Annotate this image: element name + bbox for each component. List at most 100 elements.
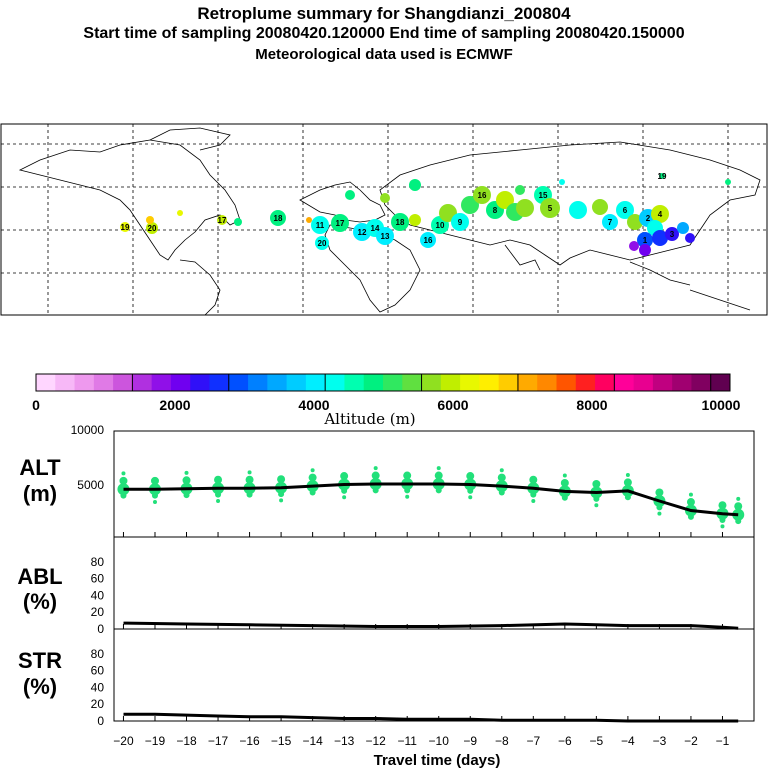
colorbar-swatch xyxy=(190,374,210,391)
x-axis: −20 −19 −18 −17 −16 −15 −14 −13 −12 −11 −10 −9 −8 −7 −… xyxy=(113,532,730,748)
x-tick-label: −17 xyxy=(208,734,229,748)
alt-dot xyxy=(308,473,317,482)
x-tick-label: −7 xyxy=(526,734,540,748)
world-map xyxy=(0,123,768,316)
alt-dot xyxy=(373,466,378,471)
alt-dot xyxy=(497,473,506,482)
colorbar-swatch xyxy=(344,374,365,391)
colorbar-swatch xyxy=(402,374,423,391)
alt-dot xyxy=(310,468,315,473)
colorbar-swatch xyxy=(614,374,635,391)
colorbar-tick: 4000 xyxy=(298,397,329,413)
x-tick-label: −11 xyxy=(397,734,417,748)
alt-dot xyxy=(371,471,380,480)
alt-dot xyxy=(121,471,126,476)
x-tick-label: −13 xyxy=(334,734,355,748)
x-tick-label: −2 xyxy=(684,734,698,748)
map-label: 8 xyxy=(493,206,498,215)
alt-dot xyxy=(732,508,745,521)
alt-dot xyxy=(531,498,536,503)
colorbar-swatch xyxy=(383,374,403,391)
alt-dot xyxy=(436,466,441,471)
alt-dot xyxy=(120,492,127,499)
colorbar-swatch xyxy=(363,374,384,391)
alt-ylabel: ALT xyxy=(19,455,61,480)
ytick-label: 0 xyxy=(97,622,104,636)
x-tick-label: −12 xyxy=(365,734,386,748)
colorbar-tick: 2000 xyxy=(159,397,190,413)
alt-dot xyxy=(735,518,742,525)
ytick-label: 60 xyxy=(91,572,105,586)
alt-dot xyxy=(340,472,349,481)
str-panel: STR (%) 0 20 40 60 80 xyxy=(18,628,755,728)
alt-dot xyxy=(686,498,695,507)
alt-dot xyxy=(434,471,443,480)
colorbar-tick: 8000 xyxy=(576,397,607,413)
alt-dot xyxy=(623,478,632,487)
alt-dot xyxy=(245,475,254,484)
map-label: 16 xyxy=(478,191,487,200)
x-tick-label: −4 xyxy=(621,734,635,748)
chart-title: Retroplume summary for Shangdianzi_20080… xyxy=(197,4,571,23)
colorbar-swatch xyxy=(74,374,95,391)
colorbar-swatch xyxy=(132,374,153,391)
alt-dot xyxy=(592,480,601,488)
map-label: 4 xyxy=(658,210,663,219)
alt-dot xyxy=(152,500,157,505)
colorbar-label: Altitude (m) xyxy=(323,410,415,428)
colorbar-swatch xyxy=(209,374,230,391)
x-tick-label: −18 xyxy=(176,734,197,748)
x-tick-label: −9 xyxy=(463,734,477,748)
alt-dot xyxy=(341,487,348,494)
map-label: 7 xyxy=(608,218,613,227)
map-label: 1 xyxy=(643,236,648,245)
alt-ylabel-unit: (m) xyxy=(23,481,57,506)
colorbar-swatch xyxy=(228,374,249,391)
alt-dot xyxy=(561,494,568,501)
alt-dot xyxy=(562,473,567,478)
x-tick-label: −5 xyxy=(590,734,604,748)
colorbar-swatch xyxy=(421,374,442,391)
colorbar-swatch xyxy=(286,374,307,391)
x-tick-label: −19 xyxy=(145,734,166,748)
colorbar-swatch xyxy=(710,374,731,391)
alt-dot xyxy=(246,491,253,498)
map-label: 2 xyxy=(646,214,651,223)
alt-dot xyxy=(404,487,411,494)
alt-dot xyxy=(593,495,600,502)
colorbar-swatch xyxy=(672,374,692,391)
alt-dot xyxy=(214,475,223,484)
colorbar-swatch xyxy=(36,374,56,391)
alt-dot xyxy=(530,491,537,498)
alt-dot xyxy=(719,517,726,524)
alt-panel: ALT (m) 10000 5000 xyxy=(19,423,755,538)
map-label: 3 xyxy=(670,230,675,239)
colorbar-swatch xyxy=(498,374,519,391)
colorbar-swatch xyxy=(517,374,538,391)
colorbar-swatch xyxy=(151,374,172,391)
retroplume-markers xyxy=(120,173,731,256)
alt-dot xyxy=(467,487,474,494)
colorbar-swatch xyxy=(248,374,268,391)
colorbar-swatch xyxy=(537,374,557,391)
alt-dot xyxy=(625,472,630,477)
alt-dot xyxy=(184,470,189,475)
alt-dot xyxy=(403,471,412,480)
alt-dot xyxy=(215,491,222,498)
alt-dot xyxy=(151,492,158,499)
colorbar-swatch xyxy=(633,374,654,391)
colorbar-swatch xyxy=(595,374,615,391)
alt-dot xyxy=(688,492,693,497)
x-tick-label: −10 xyxy=(429,734,450,748)
colorbar-swatch xyxy=(267,374,288,391)
map-label: 15 xyxy=(539,191,548,200)
x-tick-label: −15 xyxy=(271,734,292,748)
map-label: 10 xyxy=(436,221,445,230)
alt-dot xyxy=(529,475,538,484)
x-tick-label: −8 xyxy=(495,734,509,748)
alt-dot xyxy=(279,498,284,503)
x-tick-label: −3 xyxy=(653,734,667,748)
alt-dot xyxy=(687,513,694,520)
ytick-label: 40 xyxy=(91,588,105,602)
alt-dot xyxy=(466,472,475,481)
